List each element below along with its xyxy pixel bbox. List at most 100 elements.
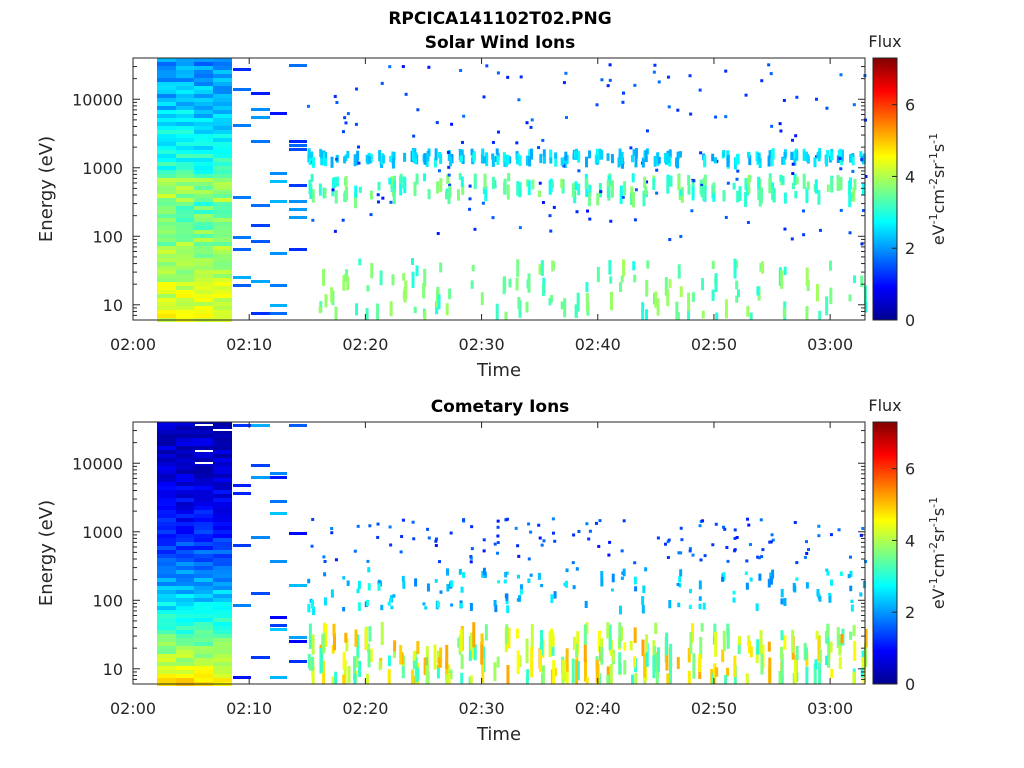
- spectrogram-cell: [157, 658, 176, 662]
- spectrogram-cell: [505, 571, 509, 575]
- spectrogram-cell: [551, 517, 555, 521]
- x-axis: 02:00 02:10 02:20 02:30 02:40 02:50 03:00: [110, 58, 853, 354]
- spectrogram-cell: [324, 152, 328, 159]
- spectrogram-cell: [157, 190, 176, 194]
- spectrogram-cell: [733, 528, 737, 532]
- spectrogram-cell: [722, 190, 726, 202]
- spectrogram-cell: [472, 152, 476, 163]
- spectrogram-cell: [541, 665, 545, 684]
- spectrogram-cell: [563, 672, 567, 682]
- spectrogram-cell: [353, 674, 357, 684]
- spectrogram-cell: [738, 186, 742, 201]
- spectrogram-cell: [483, 173, 487, 189]
- spectrogram-cell: [541, 138, 545, 142]
- spectrogram-cell: [687, 309, 691, 320]
- spectrogram-cell: [446, 174, 450, 185]
- spectrogram-cell: [213, 662, 232, 666]
- spectrogram-cell: [176, 66, 194, 70]
- spectrogram-cell: [437, 169, 441, 173]
- spectrogram-cell: [701, 278, 705, 291]
- spectrogram-cell: [213, 174, 232, 178]
- spectrogram-cell: [194, 294, 213, 298]
- spectrogram-cell: [654, 622, 658, 634]
- spectrogram-cell: [815, 283, 819, 302]
- spectrogram-cell: [698, 524, 702, 528]
- spectrogram-cell: [761, 548, 765, 552]
- spectrogram-cell: [213, 454, 232, 458]
- spectrogram-cell: [760, 555, 764, 559]
- spectrogram-cell: [289, 64, 307, 67]
- spectrogram-cell: [459, 603, 463, 608]
- spectrogram-cell: [806, 155, 810, 164]
- spectrogram-cell: [744, 93, 748, 97]
- spectrogram-cell: [356, 150, 360, 161]
- spectrogram-cell: [767, 63, 771, 67]
- spectrogram-cell: [176, 606, 194, 610]
- spectrogram-cell: [815, 630, 819, 640]
- spectrogram-cell: [176, 222, 194, 226]
- spectrogram-cell: [366, 643, 370, 653]
- spectrogram-cell: [506, 154, 510, 165]
- spectrogram-cell: [630, 154, 634, 163]
- spectrogram-cell: [434, 148, 438, 161]
- spectrogram-cell: [469, 560, 473, 564]
- spectrogram-cell: [176, 498, 194, 502]
- spectrogram-cell: [346, 276, 350, 290]
- spectrogram-cell: [436, 665, 440, 679]
- spectrogram-cell: [157, 642, 176, 646]
- spectrogram-cell: [270, 512, 287, 515]
- spectrogram-cell: [839, 571, 843, 576]
- spectrogram-cell: [194, 86, 213, 90]
- spectrogram-cell: [698, 603, 702, 610]
- spectrogram-cell: [735, 536, 739, 540]
- spectrogram-cell: [469, 556, 473, 560]
- spectrogram-cell: [529, 573, 533, 577]
- spectrogram-cell: [157, 306, 176, 310]
- spectrogram-cell: [678, 583, 682, 588]
- spectrogram-cell: [213, 554, 232, 558]
- spectrogram-cell: [323, 188, 327, 199]
- spectrogram-cell: [537, 572, 541, 580]
- spectrogram-cell: [194, 586, 213, 590]
- spectrogram-cell: [837, 150, 841, 157]
- spectrogram-cell: [655, 191, 659, 195]
- spectrogram-cell: [194, 142, 213, 146]
- spectrogram-cell: [416, 108, 420, 112]
- y-tick-label: 1000: [82, 159, 123, 178]
- spectrogram-cell: [157, 446, 176, 450]
- spectrogram-cell: [343, 156, 347, 164]
- spectrogram-cell: [793, 660, 797, 683]
- spectrogram-cell: [645, 129, 649, 133]
- spectrogram-cell: [736, 169, 740, 173]
- spectrogram-cell: [485, 64, 489, 68]
- spectrogram-cell: [769, 576, 773, 585]
- spectrogram-cell: [399, 645, 403, 665]
- spectrogram-cell: [194, 118, 213, 122]
- spectrogram-cell: [157, 314, 176, 318]
- spectrogram-cell: [495, 148, 499, 155]
- spectrogram-cell: [703, 155, 707, 166]
- spectrogram-cell: [355, 87, 359, 91]
- spectrogram-cell: [631, 674, 635, 684]
- colorbar-label-unit-1: eV: [929, 588, 948, 609]
- spectrogram-cell: [157, 542, 176, 546]
- spectrogram-cell: [194, 238, 213, 242]
- colorbar-label-exp-3: -1: [927, 152, 940, 163]
- spectrogram-cell: [176, 450, 194, 454]
- spectrogram-cell: [585, 281, 589, 292]
- spectrogram-cell: [289, 200, 307, 203]
- spectrogram-cell: [611, 652, 615, 662]
- spectrogram-cell: [176, 554, 194, 558]
- spectrogram-cell: [633, 576, 637, 585]
- spectrogram-cell: [176, 610, 194, 614]
- panel-cometary: Cometary Ions 02:00 02:10 02:20 02:30 02:40 0…: [36, 396, 948, 745]
- spectrogram-cell: [481, 570, 485, 578]
- spectrogram-cell: [213, 62, 232, 66]
- spectrogram-cell: [783, 635, 787, 650]
- spectrogram-cell: [157, 646, 176, 650]
- spectrogram-cell: [176, 654, 194, 658]
- spectrogram-cell: [324, 294, 328, 308]
- spectrogram-cell: [422, 282, 426, 299]
- spectrogram-cell: [761, 261, 765, 274]
- spectrogram-cell: [652, 655, 656, 679]
